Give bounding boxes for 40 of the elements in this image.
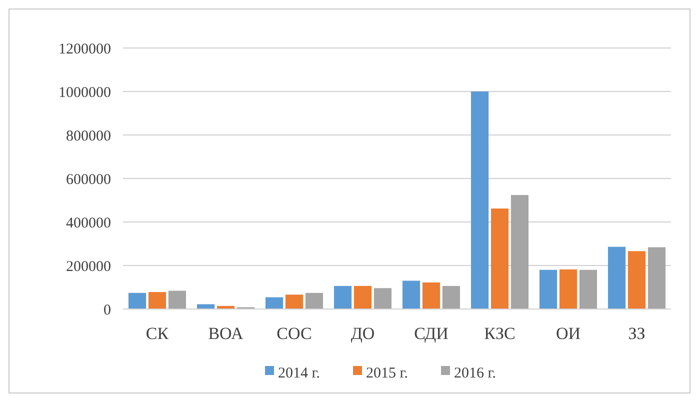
bar (354, 286, 372, 309)
bar (510, 195, 529, 309)
bar (559, 269, 578, 309)
bar (305, 292, 324, 309)
bar (628, 251, 646, 309)
x-tick-label: ОИ (556, 324, 581, 343)
x-tick-label: ВОА (208, 324, 244, 343)
bar (648, 247, 666, 309)
bar (148, 292, 166, 309)
legend-label: 2015 г. (366, 365, 408, 382)
y-tick-label: 600000 (66, 172, 111, 188)
bar (374, 288, 392, 309)
y-tick-label: 1200000 (58, 41, 111, 58)
bar (265, 297, 284, 309)
y-tick-label: 200000 (66, 258, 111, 275)
bar (196, 304, 215, 309)
y-tick-label: 0 (104, 302, 111, 318)
bar (168, 290, 186, 309)
bar (422, 282, 440, 309)
x-tick-label: КЗС (484, 324, 516, 343)
x-tick-label: СОС (276, 324, 312, 343)
bar (334, 286, 352, 309)
legend-label: 2014 г. (278, 365, 320, 382)
bar (579, 270, 598, 309)
bar (539, 270, 558, 309)
x-tick-label: СК (146, 324, 170, 343)
bar (470, 92, 489, 309)
bar (442, 286, 460, 309)
y-tick-label: 1000000 (58, 84, 111, 101)
legend-label: 2016 г. (454, 365, 496, 382)
bar (128, 292, 146, 309)
bar (608, 246, 626, 309)
x-tick-label: СДИ (414, 324, 448, 343)
bar (402, 280, 420, 309)
y-tick-label: 800000 (66, 128, 111, 144)
x-tick-label: ДО (350, 324, 375, 343)
bar (285, 294, 304, 309)
bar (490, 208, 509, 309)
x-tick-label: ЗЗ (628, 324, 646, 343)
y-tick-label: 400000 (66, 215, 111, 232)
